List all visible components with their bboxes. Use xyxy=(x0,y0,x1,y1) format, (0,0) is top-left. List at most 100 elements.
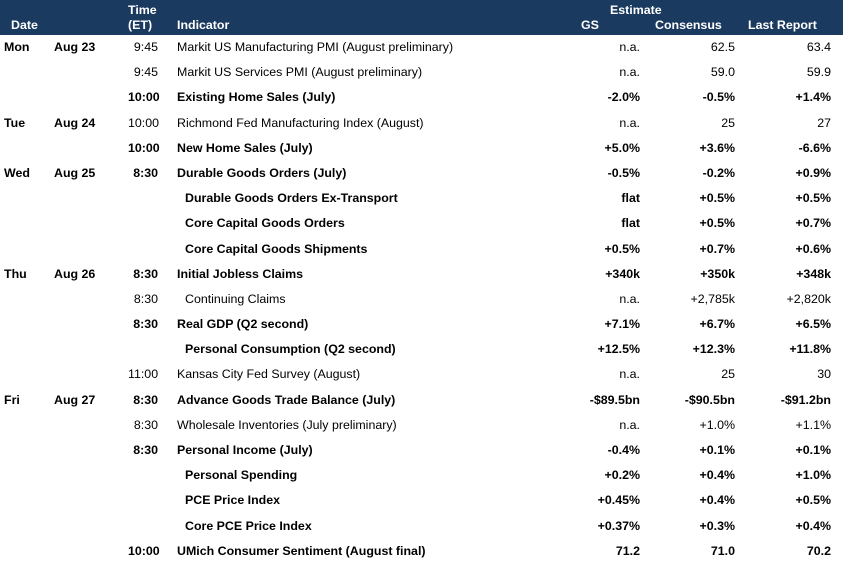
row-indicator: Markit US Manufacturing PMI (August prel… xyxy=(177,40,454,54)
table-row: Wed Aug 25 8:30 Durable Goods Orders (July)… xyxy=(0,161,843,186)
header-time-line2: (ET) xyxy=(128,18,153,32)
row-date: Aug 27 xyxy=(54,392,96,407)
table-row: Personal Consumption (Q2 second) +12.5% +1… xyxy=(0,337,843,362)
row-gs-estimate: +12.5% xyxy=(597,342,640,357)
table-body: Mon Aug 23 9:45 Markit US Manufacturing PMI… xyxy=(0,35,843,564)
row-consensus: +12.3% xyxy=(692,342,735,357)
header-consensus: Consensus xyxy=(655,18,722,32)
row-consensus: 59.0 xyxy=(710,65,735,80)
table-row: 10:00 UMich Consumer Sentiment (August fi… xyxy=(0,539,843,564)
row-time: 10:00 xyxy=(128,115,160,130)
table-row: 8:30 Real GDP (Q2 second) +7.1% +6.7% +6.5% xyxy=(0,312,843,337)
table-header: Date Time (ET) Indicator Estimate GS Con… xyxy=(0,0,843,35)
table-row: Core PCE Price Index +0.37% +0.3% +0.4% xyxy=(0,514,843,539)
row-gs-estimate: 71.2 xyxy=(615,543,640,558)
row-last-report: +6.5% xyxy=(795,317,831,332)
row-day: Thu xyxy=(4,266,27,281)
row-indicator: Personal Income (July) xyxy=(177,443,313,457)
row-date: Aug 23 xyxy=(54,40,96,54)
row-gs-estimate: n.a. xyxy=(619,291,640,306)
row-gs-estimate: -0.4% xyxy=(607,443,640,457)
row-last-report: +0.9% xyxy=(795,165,831,180)
row-consensus: 25 xyxy=(721,115,735,130)
row-last-report: +0.6% xyxy=(795,241,831,256)
row-consensus: +0.5% xyxy=(699,216,735,231)
table-row: Durable Goods Orders Ex-Transport flat +0.… xyxy=(0,186,843,211)
row-gs-estimate: +7.1% xyxy=(604,317,640,332)
table-row: 10:00 Existing Home Sales (July) -2.0% -0.5… xyxy=(0,85,843,110)
header-estimate: Estimate xyxy=(610,3,662,17)
table-row: 8:30 Continuing Claims n.a. +2,785k +2,820k xyxy=(0,287,843,312)
row-last-report: -6.6% xyxy=(798,140,831,155)
row-day: Mon xyxy=(4,40,30,54)
row-indicator: Richmond Fed Manufacturing Index (August… xyxy=(177,115,424,130)
row-consensus: +1.0% xyxy=(699,417,735,432)
row-gs-estimate: n.a. xyxy=(619,367,640,382)
row-consensus: -0.5% xyxy=(702,90,735,105)
row-time: 8:30 xyxy=(133,417,158,432)
row-consensus: +0.1% xyxy=(699,443,735,457)
row-last-report: +1.4% xyxy=(795,90,831,105)
row-gs-estimate: +340k xyxy=(605,266,640,281)
row-consensus: +6.7% xyxy=(699,317,735,332)
row-last-report: +0.7% xyxy=(795,216,831,231)
header-time-line1: Time xyxy=(128,3,157,17)
row-consensus: 25 xyxy=(721,367,735,382)
row-gs-estimate: +0.45% xyxy=(597,493,640,508)
row-indicator: Kansas City Fed Survey (August) xyxy=(177,367,361,382)
row-last-report: +0.1% xyxy=(795,443,831,457)
row-indicator: Core Capital Goods Orders xyxy=(185,216,345,231)
row-consensus: 62.5 xyxy=(710,40,735,54)
row-date: Aug 24 xyxy=(54,115,96,130)
row-time: 8:30 xyxy=(133,392,158,407)
row-consensus: -$90.5bn xyxy=(684,392,735,407)
row-indicator: Advance Goods Trade Balance (July) xyxy=(177,392,396,407)
row-last-report: +1.0% xyxy=(795,468,831,483)
row-time: 10:00 xyxy=(128,90,160,105)
row-indicator: PCE Price Index xyxy=(185,493,281,508)
row-consensus: +2,785k xyxy=(690,291,735,306)
row-last-report: +11.8% xyxy=(789,342,831,357)
row-last-report: +0.5% xyxy=(795,493,831,508)
row-consensus: +0.7% xyxy=(699,241,735,256)
row-indicator: Wholesale Inventories (July preliminary) xyxy=(177,417,397,432)
row-indicator: UMich Consumer Sentiment (August final) xyxy=(177,543,426,558)
row-gs-estimate: n.a. xyxy=(619,417,640,432)
row-gs-estimate: -$89.5bn xyxy=(589,392,640,407)
row-last-report: +0.5% xyxy=(795,191,831,206)
row-time: 9:45 xyxy=(133,65,158,80)
row-gs-estimate: flat xyxy=(621,216,640,231)
table-row: 9:45 Markit US Services PMI (August preli… xyxy=(0,60,843,85)
row-consensus: +0.3% xyxy=(699,518,735,533)
row-gs-estimate: +0.2% xyxy=(604,468,640,483)
row-time: 8:30 xyxy=(133,443,158,457)
table-row: 11:00 Kansas City Fed Survey (August) n.a.… xyxy=(0,362,843,387)
row-consensus: +0.5% xyxy=(699,191,735,206)
row-gs-estimate: +0.37% xyxy=(597,518,640,533)
row-time: 8:30 xyxy=(133,266,158,281)
row-last-report: 59.9 xyxy=(806,65,831,80)
row-indicator: New Home Sales (July) xyxy=(177,140,313,155)
row-time: 10:00 xyxy=(128,543,160,558)
row-indicator: Real GDP (Q2 second) xyxy=(177,317,309,332)
row-indicator: Core Capital Goods Shipments xyxy=(185,241,368,256)
table-row: Core Capital Goods Orders flat +0.5% +0.7% xyxy=(0,211,843,236)
header-date: Date xyxy=(11,18,38,32)
row-time: 10:00 xyxy=(128,140,160,155)
header-indicator: Indicator xyxy=(177,18,230,32)
row-last-report: +348k xyxy=(796,266,831,281)
header-gs: GS xyxy=(581,18,599,32)
row-consensus: +3.6% xyxy=(699,140,735,155)
table-row: Fri Aug 27 8:30 Advance Goods Trade Balance… xyxy=(0,388,843,413)
row-gs-estimate: -0.5% xyxy=(607,165,640,180)
row-indicator: Durable Goods Orders Ex-Transport xyxy=(185,191,398,206)
table-row: Personal Spending +0.2% +0.4% +1.0% xyxy=(0,463,843,488)
row-indicator: Existing Home Sales (July) xyxy=(177,90,336,105)
row-last-report: +2,820k xyxy=(786,291,831,306)
row-indicator: Core PCE Price Index xyxy=(185,518,312,533)
row-indicator: Personal Spending xyxy=(185,468,298,483)
row-last-report: 30 xyxy=(817,367,831,382)
row-last-report: 27 xyxy=(817,115,831,130)
row-consensus: 71.0 xyxy=(710,543,735,558)
